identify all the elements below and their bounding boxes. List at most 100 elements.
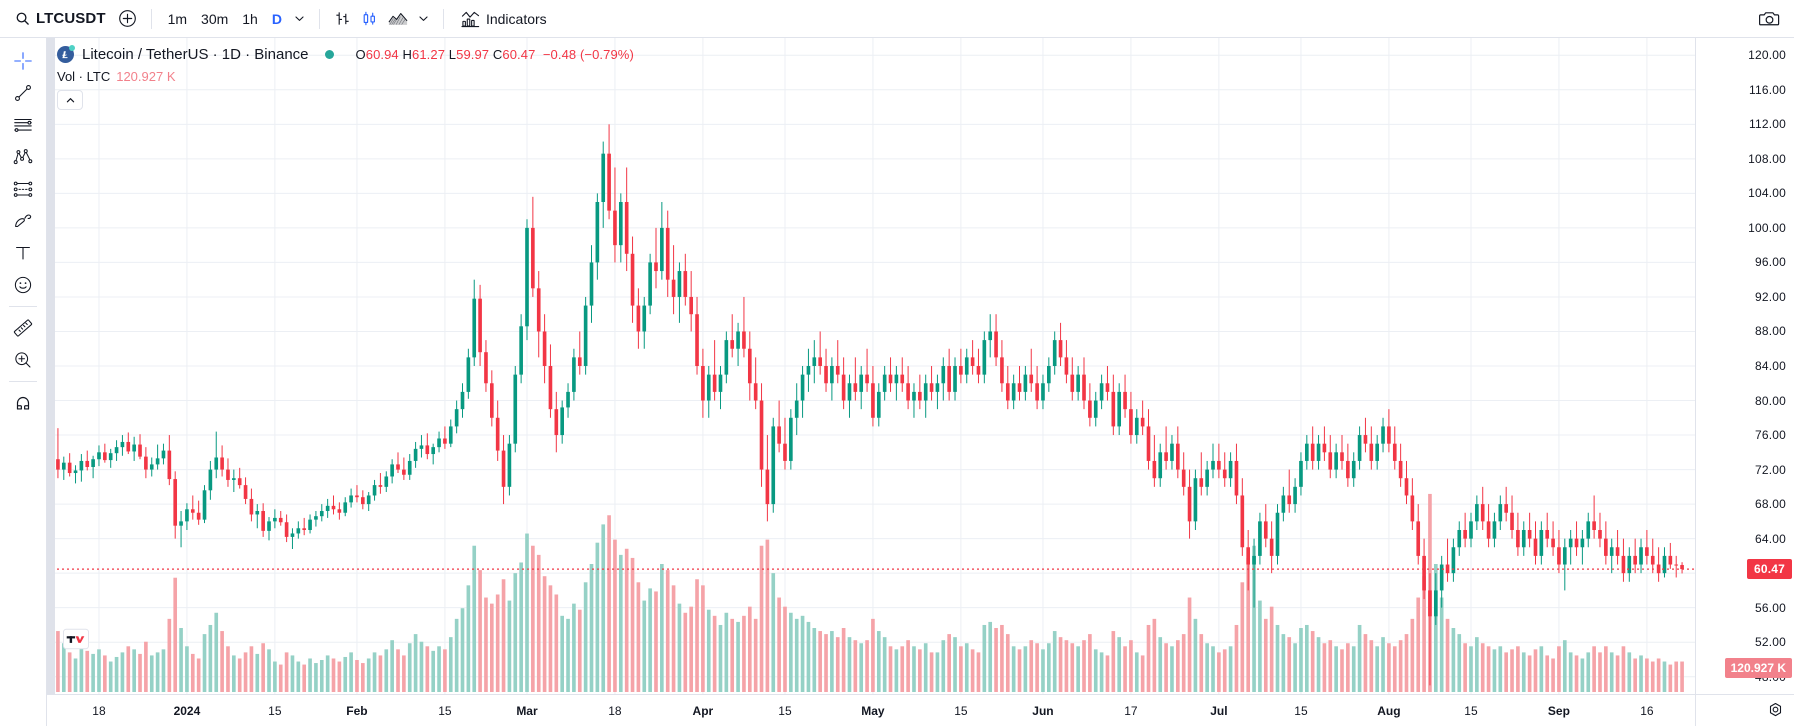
emoji-icon xyxy=(12,274,34,296)
current-price-badge: 60.47 xyxy=(1746,559,1792,580)
price-axis-label: 76.00 xyxy=(1754,428,1786,443)
legend-collapse-button[interactable] xyxy=(57,90,83,110)
ruler-icon xyxy=(12,317,34,339)
drawing-toolbar xyxy=(0,38,47,726)
price-axis-label: 100.00 xyxy=(1748,220,1786,235)
candlestick-icon xyxy=(361,10,378,27)
time-axis[interactable]: 18 2024 15 Feb 15 Mar 18 Apr 15 May 15 Jun 17 Jul 15 Au… xyxy=(47,694,1794,726)
magnet-icon xyxy=(12,392,34,414)
chart-style-dropdown-button[interactable] xyxy=(413,7,434,30)
drawing-tool-text[interactable] xyxy=(6,237,40,269)
timeframe-30m[interactable]: 30m xyxy=(201,10,229,27)
drawing-tool-fibonacci[interactable] xyxy=(6,109,40,141)
bar-style-button[interactable] xyxy=(329,6,356,31)
time-axis-labels[interactable]: 18 2024 15 Feb 15 Mar 18 Apr 15 May 15 Jun 17 Jul 15 Au… xyxy=(47,695,1695,726)
price-chart-pane[interactable]: Litecoin / TetherUS · 1D · Binance O60.9… xyxy=(47,38,1695,694)
time-axis-label: May xyxy=(861,704,885,718)
drawing-tool-magnet[interactable] xyxy=(6,387,40,419)
price-axis-label: 72.00 xyxy=(1754,462,1786,477)
search-icon xyxy=(15,11,30,26)
price-axis-label: 84.00 xyxy=(1754,359,1786,373)
price-axis-label: 96.00 xyxy=(1754,255,1786,270)
price-axis-label: 104.00 xyxy=(1748,186,1786,201)
indicators-icon xyxy=(461,10,480,28)
pane-left-edge xyxy=(47,38,55,694)
chart-settings-button[interactable] xyxy=(1767,702,1784,719)
drawing-tool-emoji[interactable] xyxy=(6,269,40,301)
top-toolbar: LTCUSDT 1m 30m 1h D xyxy=(0,0,1794,38)
brush-icon xyxy=(12,210,34,232)
elliott-wave-icon xyxy=(12,146,34,168)
timeframe-dropdown-button[interactable] xyxy=(289,7,310,30)
time-axis-label: 18 xyxy=(608,704,622,718)
chevron-down-icon xyxy=(293,12,306,25)
symbol-label: LTCUSDT xyxy=(36,10,106,27)
toolbar-divider-2 xyxy=(318,8,320,29)
price-axis-label: 116.00 xyxy=(1748,82,1786,97)
area-style-button[interactable] xyxy=(383,6,413,31)
area-chart-icon xyxy=(388,10,408,27)
price-axis-label: 56.00 xyxy=(1754,600,1786,615)
timeframe-1d[interactable]: D xyxy=(271,10,282,27)
price-axis[interactable]: 120.00 116.00 112.00 108.00 104.00 100.00 96.0… xyxy=(1695,38,1794,694)
gear-icon xyxy=(1769,702,1782,717)
candlestick-chart-svg xyxy=(47,38,1695,694)
plus-circle-icon xyxy=(118,9,137,28)
time-axis-label: Apr xyxy=(692,704,714,718)
drawing-tool-trend-line[interactable] xyxy=(6,77,40,109)
time-axis-label: Feb xyxy=(346,704,368,718)
time-axis-label: 2024 xyxy=(173,704,201,718)
symbol-search-button[interactable]: LTCUSDT xyxy=(10,6,114,31)
indicators-label: Indicators xyxy=(485,10,547,27)
time-axis-label: 18 xyxy=(92,704,106,718)
price-axis-label: 108.00 xyxy=(1748,151,1786,166)
drawing-tool-measure[interactable] xyxy=(6,312,40,344)
chart-area: Litecoin / TetherUS · 1D · Binance O60.9… xyxy=(47,38,1794,694)
chart-style-group xyxy=(329,6,434,31)
candle-style-button[interactable] xyxy=(356,6,383,31)
drawing-toolbar-divider-2 xyxy=(9,381,37,382)
time-axis-label: 17 xyxy=(1124,704,1138,718)
time-axis-label: 15 xyxy=(778,704,792,718)
camera-icon xyxy=(1759,9,1780,28)
toolbar-divider-1 xyxy=(150,8,152,29)
drawing-toolbar-divider-1 xyxy=(9,306,37,307)
toolbar-divider-3 xyxy=(442,8,444,29)
time-axis-label: 15 xyxy=(954,704,968,718)
timeframe-1m[interactable]: 1m xyxy=(167,10,188,27)
time-axis-label: Aug xyxy=(1377,704,1401,718)
tradingview-watermark-logo[interactable] xyxy=(61,626,91,652)
trend-line-icon xyxy=(12,82,34,104)
forecast-icon xyxy=(12,178,34,200)
drawing-tool-brush[interactable] xyxy=(6,205,40,237)
bar-chart-icon xyxy=(334,10,351,27)
drawing-tool-patterns[interactable] xyxy=(6,141,40,173)
current-volume-badge: 120.927 K xyxy=(1724,658,1792,678)
timeframe-1h[interactable]: 1h xyxy=(242,10,258,27)
time-axis-label: 15 xyxy=(268,704,282,718)
text-icon xyxy=(12,242,34,264)
time-axis-label: 15 xyxy=(438,704,452,718)
chevron-up-icon xyxy=(65,95,76,106)
time-axis-label: 15 xyxy=(1464,704,1478,718)
screenshot-button[interactable] xyxy=(1755,5,1784,37)
price-axis-label: 120.00 xyxy=(1748,48,1786,63)
indicators-button[interactable]: Indicators xyxy=(453,6,555,32)
time-axis-label: Jun xyxy=(1032,704,1054,718)
price-axis-label: 92.00 xyxy=(1754,289,1786,304)
add-symbol-button[interactable] xyxy=(114,5,142,33)
chevron-down-icon xyxy=(417,12,430,25)
horizontal-lines-icon xyxy=(12,114,34,136)
price-axis-label: 88.00 xyxy=(1754,324,1786,339)
time-axis-label: Sep xyxy=(1547,704,1570,718)
time-axis-label: Jul xyxy=(1210,704,1228,718)
cross-cursor-icon xyxy=(12,50,34,72)
drawing-tool-cursor[interactable] xyxy=(6,45,40,77)
time-axis-settings-area xyxy=(1695,695,1794,726)
drawing-tool-zoom-in[interactable] xyxy=(6,344,40,376)
price-axis-label: 80.00 xyxy=(1754,393,1786,408)
price-axis-label: 64.00 xyxy=(1754,531,1786,546)
drawing-tool-forecast[interactable] xyxy=(6,173,40,205)
main-body: Litecoin / TetherUS · 1D · Binance O60.9… xyxy=(0,38,1794,726)
